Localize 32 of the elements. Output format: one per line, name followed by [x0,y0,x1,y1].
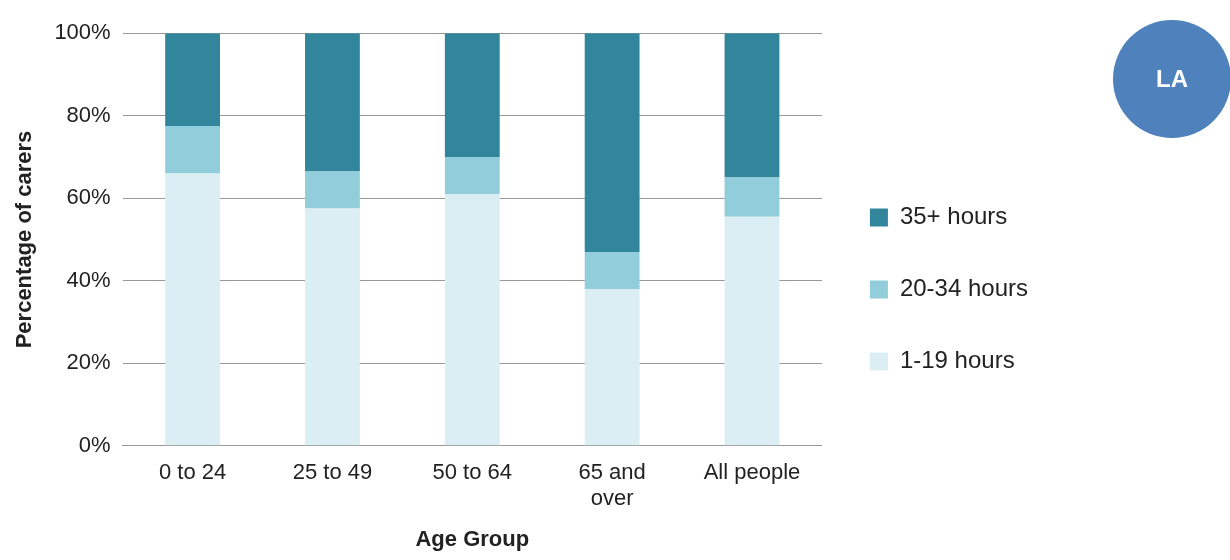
bar [165,173,220,446]
x-tick-label: All people [703,459,801,485]
x-tick-label: 65 and over [578,459,646,511]
bar [724,177,780,217]
bar [165,126,220,174]
bar [584,33,640,252]
legend-label: 35+ hours [899,202,1008,230]
bar [584,289,640,446]
y-tick-label: 20% [66,349,111,375]
bar [724,33,780,178]
legend-label: 20-34 hours [899,274,1029,302]
y-tick-label: 100% [54,19,111,45]
bar [584,251,640,290]
y-tick-label: 80% [66,101,111,127]
bar [305,208,360,446]
x-tick-label: 25 to 49 [292,459,373,485]
bar [165,33,220,127]
y-axis-title: Percentage of carers [11,130,37,349]
bar [444,156,500,195]
bar [724,216,780,446]
y-tick-label: 60% [66,184,111,210]
y-tick-label: 40% [66,266,111,292]
x-tick-label: 0 to 24 [158,459,227,485]
y-tick-label: 0% [78,431,111,457]
x-tick-label: 50 to 64 [432,459,513,485]
x-axis-title: Age Group [415,525,530,551]
bar [444,194,500,446]
bar [305,33,360,172]
legend-label: 1-19 hours [899,346,1015,374]
bar [305,171,360,209]
bar [444,33,500,157]
circle-badge: LA [1113,20,1230,138]
